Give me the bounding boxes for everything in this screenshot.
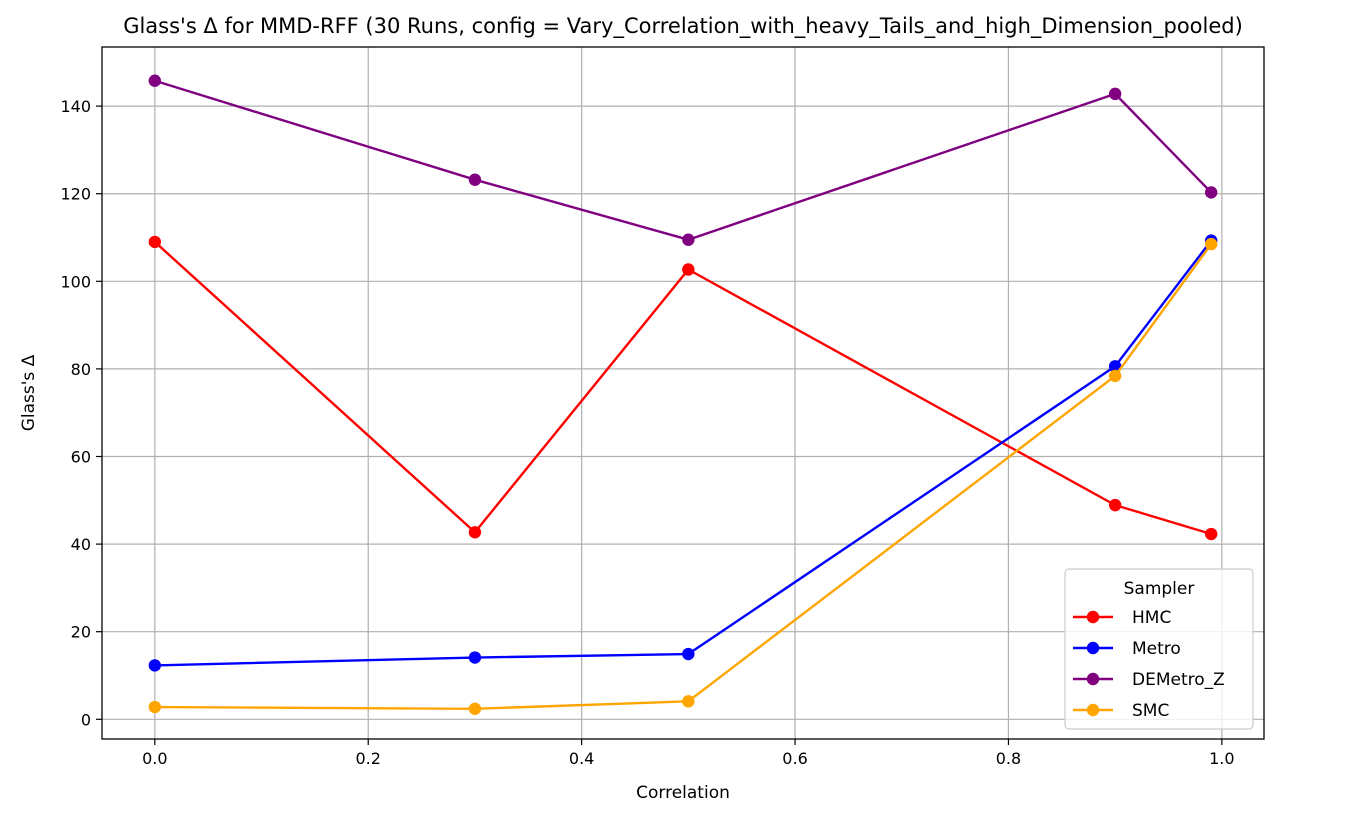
y-tick-label: 80 (71, 360, 91, 379)
x-tick-label: 0.6 (782, 749, 807, 768)
legend-box (1064, 568, 1254, 730)
x-tick-label: 1.0 (1209, 749, 1234, 768)
data-point-demetro-z (468, 173, 482, 186)
series-line-hmc (154, 241, 1212, 536)
legend-label-hmc: HMC (1132, 608, 1171, 628)
series-metro (148, 234, 1218, 672)
series-line-smc (154, 243, 1213, 710)
chart-title: Glass's Δ for MMD-RFF (30 Runs, config =… (123, 14, 1243, 39)
data-point-metro (468, 651, 482, 664)
data-point-smc (682, 695, 695, 708)
series-layer (148, 74, 1218, 715)
data-point-smc (148, 700, 162, 714)
y-tick-label: 40 (71, 535, 91, 554)
data-point-hmc (1204, 527, 1218, 541)
data-point-hmc (682, 263, 695, 276)
series-smc (148, 237, 1218, 715)
data-point-hmc (1108, 498, 1122, 512)
y-tick-label: 20 (71, 623, 91, 642)
series-line-demetro-z (154, 79, 1213, 241)
legend-title: Sampler (1124, 579, 1195, 599)
legend: Sampler HMC Metro DEMetro_Z SMC (1064, 568, 1254, 730)
data-point-metro (682, 647, 695, 661)
data-point-smc (468, 702, 482, 715)
data-point-hmc (468, 526, 482, 539)
x-tick-label: 0.4 (569, 749, 594, 768)
legend-marker-smc (1086, 703, 1100, 717)
legend-label-smc: SMC (1132, 701, 1169, 721)
legend-entry-smc: SMC (1073, 701, 1169, 721)
x-axis-label: Correlation (636, 783, 730, 803)
data-point-metro (148, 659, 162, 672)
ticks-layer: 0.0 0.2 0.4 0.6 0.8 1.0 0 20 40 60 80 100 120 140 (60, 97, 1234, 768)
data-point-metro (1108, 360, 1122, 373)
y-axis-label: Glass's Δ (19, 354, 39, 431)
x-tick-label: 0.0 (142, 749, 167, 768)
data-point-demetro-z (1108, 87, 1122, 101)
legend-label-demetro-z: DEMetro_Z (1132, 670, 1225, 690)
x-tick-label: 0.2 (355, 749, 380, 768)
data-point-demetro-z (1204, 186, 1218, 199)
y-tick-label: 60 (71, 448, 91, 467)
y-tick-label: 140 (60, 97, 91, 116)
x-tick-label: 0.8 (996, 749, 1021, 768)
legend-entry-metro: Metro (1073, 639, 1181, 659)
legend-label-metro: Metro (1132, 639, 1181, 659)
series-hmc (148, 235, 1218, 541)
data-point-demetro-z (682, 233, 695, 246)
legend-entry-demetro-z: DEMetro_Z (1073, 670, 1225, 690)
legend-marker-metro (1086, 641, 1100, 655)
data-point-demetro-z (148, 74, 162, 87)
plot-frame (101, 46, 1265, 740)
legend-marker-hmc (1086, 610, 1100, 624)
data-point-smc (1204, 237, 1218, 251)
data-point-hmc (148, 235, 162, 249)
series-demetro-z (148, 74, 1218, 246)
series-line-metro (154, 239, 1213, 667)
y-tick-label: 120 (60, 185, 91, 204)
y-tick-label: 100 (60, 272, 91, 291)
legend-entry-hmc: HMC (1073, 608, 1171, 628)
data-point-smc (1108, 369, 1122, 383)
y-tick-label: 0 (81, 710, 91, 729)
legend-marker-demetro-z (1086, 672, 1100, 686)
